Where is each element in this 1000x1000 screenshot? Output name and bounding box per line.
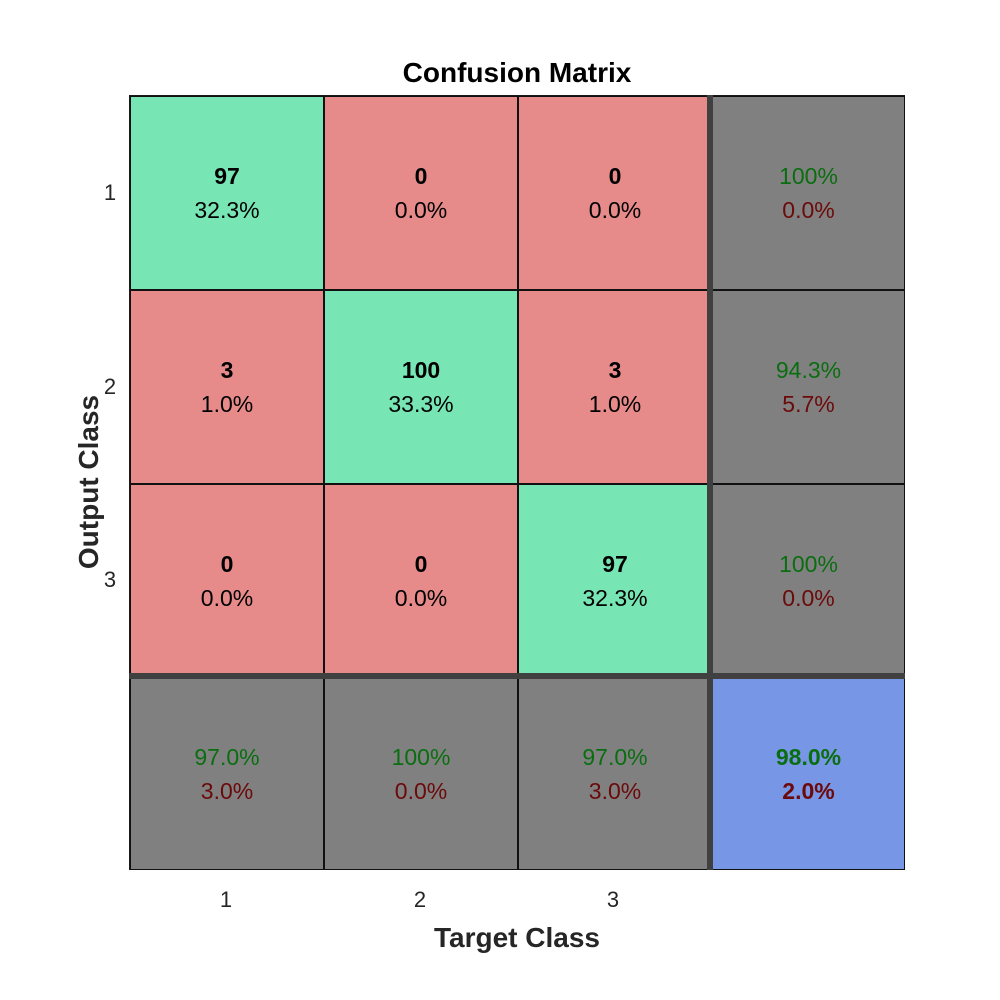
cell-percent: 1.0% [200, 391, 254, 417]
cell-r1-c2: 0 0.0% [324, 96, 518, 290]
column-summary-1: 97.0% 3.0% [130, 678, 324, 870]
cell-count: 97 [214, 163, 240, 189]
cell-count: 0 [414, 163, 428, 189]
row-summary-3: 100% 0.0% [712, 484, 905, 678]
summary-correct: 97.0% [582, 744, 648, 770]
overall-accuracy-cell: 98.0% 2.0% [712, 678, 905, 870]
cell-percent: 32.3% [194, 197, 260, 223]
x-tick-1: 1 [219, 887, 233, 912]
summary-correct: 94.3% [775, 357, 842, 383]
summary-incorrect: 0.0% [394, 778, 448, 804]
cell-percent: 0.0% [200, 585, 254, 611]
summary-incorrect: 3.0% [588, 778, 642, 804]
cell-percent: 0.0% [394, 585, 448, 611]
cell-count: 0 [414, 551, 428, 577]
summary-correct: 100% [391, 744, 451, 770]
cell-count: 3 [608, 357, 622, 383]
summary-incorrect: 0.0% [782, 585, 835, 611]
y-tick-3: 3 [103, 567, 117, 592]
summary-incorrect: 5.7% [782, 391, 835, 417]
cell-r2-c3: 3 1.0% [518, 290, 712, 484]
summary-correct: 97.0% [194, 744, 260, 770]
y-tick-2: 2 [103, 374, 117, 399]
cell-r3-c1: 0 0.0% [130, 484, 324, 678]
cell-percent: 0.0% [588, 197, 642, 223]
x-tick-2: 2 [413, 887, 427, 912]
summary-incorrect: 3.0% [200, 778, 254, 804]
overall-incorrect: 2.0% [782, 778, 835, 804]
cell-percent: 0.0% [394, 197, 448, 223]
y-axis-label: Output Class [73, 394, 104, 570]
cell-count: 0 [608, 163, 622, 189]
column-summary-2: 100% 0.0% [324, 678, 518, 870]
cell-count: 100 [401, 357, 441, 383]
cell-count: 97 [602, 551, 628, 577]
cell-count: 3 [220, 357, 234, 383]
cell-percent: 1.0% [588, 391, 642, 417]
cell-r3-c2: 0 0.0% [324, 484, 518, 678]
cell-r3-c3: 97 32.3% [518, 484, 712, 678]
y-tick-1: 1 [103, 180, 117, 205]
summary-correct: 100% [779, 551, 838, 577]
cell-r1-c1: 97 32.3% [130, 96, 324, 290]
cell-percent: 33.3% [388, 391, 454, 417]
summary-incorrect: 0.0% [782, 197, 835, 223]
cell-percent: 32.3% [582, 585, 648, 611]
summary-correct: 100% [779, 163, 838, 189]
cell-r2-c2: 100 33.3% [324, 290, 518, 484]
summary-separator-vertical [707, 95, 713, 870]
row-summary-1: 100% 0.0% [712, 96, 905, 290]
cell-r2-c1: 3 1.0% [130, 290, 324, 484]
x-tick-3: 3 [606, 887, 620, 912]
chart-title: Confusion Matrix [402, 57, 632, 88]
column-summary-3: 97.0% 3.0% [518, 678, 712, 870]
summary-separator-horizontal [129, 673, 905, 679]
row-summary-2: 94.3% 5.7% [712, 290, 905, 484]
cell-count: 0 [220, 551, 234, 577]
cell-r1-c3: 0 0.0% [518, 96, 712, 290]
x-axis-label: Target Class [434, 922, 600, 953]
overall-correct: 98.0% [775, 744, 842, 770]
confusion-matrix-grid: 97 32.3% 0 0.0% 0 0.0% 100% 0.0% 3 1.0% … [129, 95, 905, 870]
